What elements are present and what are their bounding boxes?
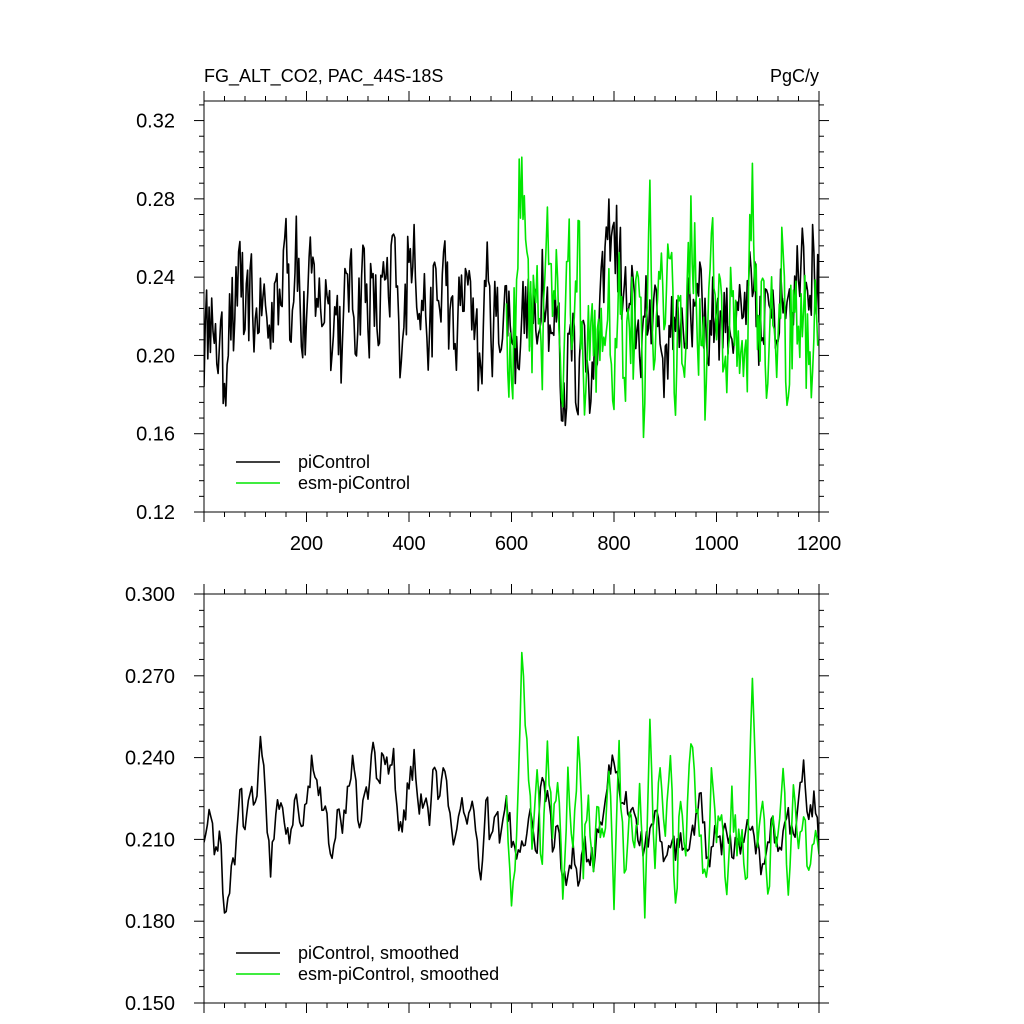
y-tick-label: 0.32 [136, 111, 175, 133]
y-tick-label: 0.270 [125, 666, 175, 688]
legend-label: piControl [298, 452, 370, 472]
top-panel: 200 400 600 800 1000 1200 0.12 0.16 0.20 0.24 0.28… [136, 91, 841, 555]
series-line-piControl-smoothed [204, 735, 819, 914]
bottom-panel-series [204, 651, 819, 919]
bottom-panel-axes: 0.150 0.180 0.210 0.240 0.270 0.300 [125, 584, 829, 1015]
y-tick-label: 0.20 [136, 345, 175, 367]
top-panel-series [204, 156, 819, 439]
y-tick-label: 0.300 [125, 584, 175, 606]
figure-title: FG_ALT_CO2, PAC_44S-18S [204, 66, 443, 87]
y-tick-label: 0.16 [136, 424, 175, 446]
y-tick-label: 0.150 [125, 993, 175, 1015]
y-tick-label: 0.240 [125, 748, 175, 770]
bottom-panel: 0.150 0.180 0.210 0.240 0.270 0.300 piControl… [125, 584, 829, 1015]
legend-label: piControl, smoothed [298, 943, 459, 963]
series-line-esm-piControl-smoothed [505, 651, 819, 919]
x-tick-label: 1000 [694, 533, 739, 555]
series-line-piControl [204, 198, 819, 427]
units-label: PgC/y [770, 66, 819, 86]
x-tick-label: 400 [392, 533, 425, 555]
top-panel-axes: 200 400 600 800 1000 1200 0.12 0.16 0.20 0.24 0.28… [136, 91, 841, 555]
x-tick-label: 200 [290, 533, 323, 555]
y-tick-label: 0.180 [125, 911, 175, 933]
x-tick-label: 600 [495, 533, 528, 555]
y-tick-label: 0.24 [136, 267, 175, 289]
x-tick-label: 800 [597, 533, 630, 555]
x-tick-label: 1200 [797, 533, 842, 555]
y-tick-label: 0.210 [125, 829, 175, 851]
series-line-esm-piControl [505, 156, 819, 439]
y-tick-label: 0.28 [136, 189, 175, 211]
y-tick-label: 0.12 [136, 502, 175, 524]
legend-label: esm-piControl, smoothed [298, 964, 499, 984]
legend-label: esm-piControl [298, 473, 410, 493]
